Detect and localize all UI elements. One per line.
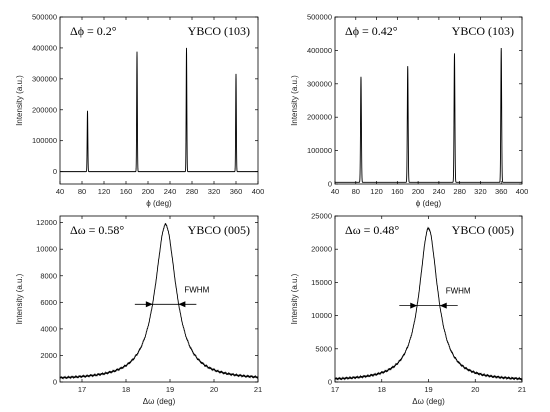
y-tick-label: 100000 xyxy=(32,136,57,145)
y-tick-label: 5000 xyxy=(315,344,332,353)
y-tick-label: 8000 xyxy=(40,271,57,280)
plot-frame xyxy=(59,16,259,185)
x-tick-label: 400 xyxy=(516,187,529,196)
y-tick-label: 400000 xyxy=(307,46,332,55)
plot-frame xyxy=(59,215,259,383)
x-tick-label: 19 xyxy=(166,385,174,394)
annotation-delta: Δϕ = 0.2° xyxy=(70,24,117,38)
x-tick-label: 280 xyxy=(186,187,199,196)
y-tick-label: 10000 xyxy=(36,245,57,254)
x-tick-label: 320 xyxy=(474,187,487,196)
y-tick-label: 20000 xyxy=(311,245,332,254)
x-tick-label: 240 xyxy=(164,187,177,196)
y-tick-label: 12000 xyxy=(36,218,57,227)
y-tick-label: 200000 xyxy=(307,113,332,122)
y-tick-label: 4000 xyxy=(40,324,57,333)
plot-frame xyxy=(334,16,523,185)
x-axis-label: ϕ (deg) xyxy=(146,199,172,208)
x-tick-label: 20 xyxy=(471,385,479,394)
y-tick-label: 15000 xyxy=(311,278,332,287)
panel-3: 17 18 19 20 21 0 2000 4000 6000 8000 10000 12000 Δω … xyxy=(15,215,262,406)
x-tick-label: 200 xyxy=(142,187,155,196)
y-tick-label: 0 xyxy=(53,378,57,387)
x-tick-label: 200 xyxy=(412,187,425,196)
fwhm-arrow-left xyxy=(410,302,418,309)
y-tick-label: 500000 xyxy=(307,13,332,22)
y-tick-label: 400000 xyxy=(32,43,57,52)
y-tick-label: 10000 xyxy=(311,311,332,320)
annotation-ybco: YBCO (103) xyxy=(188,24,250,38)
panel-1: 40 80 120 160 200 240 280 320 360 400 0 100000 20000… xyxy=(15,13,264,209)
annotation-delta: Δω = 0.58° xyxy=(70,223,124,237)
x-tick-label: 20 xyxy=(210,385,218,394)
y-tick-label: 100000 xyxy=(307,146,332,155)
fwhm-marker: FWHM xyxy=(399,287,471,309)
annotation-ybco: YBCO (103) xyxy=(452,24,514,38)
x-tick-label: 19 xyxy=(424,385,432,394)
y-axis-label: Intensity (a.u.) xyxy=(15,75,24,126)
annotation-ybco: YBCO (005) xyxy=(188,223,250,237)
x-tick-label: 40 xyxy=(56,187,64,196)
annotation-ybco: YBCO (005) xyxy=(452,223,514,237)
x-tick-label: 80 xyxy=(78,187,86,196)
x-tick-label: 360 xyxy=(495,187,508,196)
fwhm-label: FWHM xyxy=(184,285,209,294)
x-tick-label: 160 xyxy=(391,187,404,196)
x-tick-label: 120 xyxy=(98,187,111,196)
y-tick-label: 200000 xyxy=(32,105,57,114)
x-tick-label: 320 xyxy=(208,187,221,196)
y-axis-label: Intensity (a.u.) xyxy=(290,75,299,126)
x-tick-label: 400 xyxy=(252,187,265,196)
x-tick-label: 18 xyxy=(378,385,386,394)
y-tick-label: 300000 xyxy=(32,74,57,83)
annotation-delta: Δω = 0.48° xyxy=(345,223,399,237)
data-series-line xyxy=(60,47,258,173)
fwhm-arrow-left xyxy=(145,301,153,308)
y-tick-label: 0 xyxy=(53,167,57,176)
data-series-line xyxy=(334,226,523,381)
x-tick-label: 280 xyxy=(453,187,466,196)
fwhm-label: FWHM xyxy=(446,287,471,296)
data-series-line xyxy=(59,222,259,380)
x-tick-label: 120 xyxy=(370,187,383,196)
x-tick-label: 17 xyxy=(78,385,86,394)
fwhm-marker: FWHM xyxy=(134,285,210,308)
fwhm-arrow-right xyxy=(439,302,447,309)
panel-4: 17 18 19 20 21 0 5000 10000 15000 20000 25000 Δω (d… xyxy=(290,212,526,407)
y-axis-label: Intensity (a.u.) xyxy=(290,273,299,324)
annotation-delta: Δϕ = 0.42° xyxy=(345,24,398,38)
y-tick-label: 0 xyxy=(328,378,332,387)
x-tick-label: 18 xyxy=(122,385,130,394)
y-tick-label: 0 xyxy=(328,180,332,189)
x-tick-label: 240 xyxy=(433,187,446,196)
y-tick-label: 300000 xyxy=(307,79,332,88)
x-tick-label: 80 xyxy=(352,187,360,196)
x-tick-label: 17 xyxy=(331,385,339,394)
y-tick-label: 500000 xyxy=(32,13,57,22)
x-tick-label: 21 xyxy=(254,385,262,394)
panel-2: 40 80 120 160 200 240 280 320 360 400 0 100000 20000… xyxy=(290,13,528,209)
x-axis-label: ϕ (deg) xyxy=(416,199,442,208)
x-axis-label: Δω (deg) xyxy=(412,397,445,406)
x-tick-label: 160 xyxy=(120,187,133,196)
fwhm-arrow-right xyxy=(178,301,186,308)
x-tick-label: 360 xyxy=(230,187,243,196)
x-tick-label: 21 xyxy=(518,385,526,394)
x-axis-label: Δω (deg) xyxy=(143,397,176,406)
data-series-line xyxy=(335,48,522,183)
y-tick-label: 2000 xyxy=(40,351,57,360)
plot-frame xyxy=(334,215,523,383)
y-tick-label: 25000 xyxy=(311,212,332,221)
x-tick-label: 40 xyxy=(331,187,339,196)
y-axis-label: Intensity (a.u.) xyxy=(15,273,24,324)
y-tick-label: 6000 xyxy=(40,298,57,307)
